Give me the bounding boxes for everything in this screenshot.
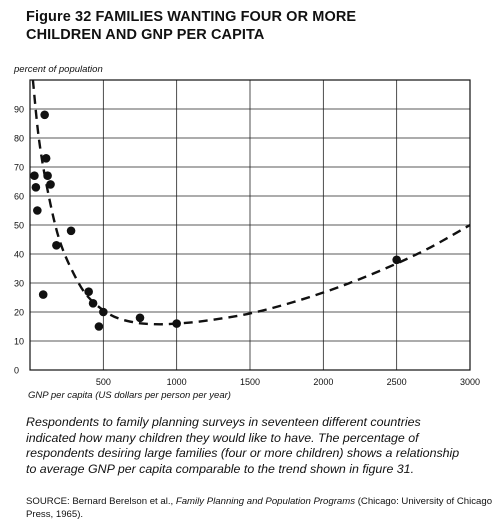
y-tick-label: 70 — [14, 163, 24, 173]
data-point — [30, 171, 39, 180]
data-point — [52, 241, 61, 250]
data-point — [88, 299, 98, 308]
data-point — [33, 206, 42, 215]
data-point — [41, 154, 51, 163]
trend-curve — [31, 79, 471, 326]
source-note: SOURCE: Bernard Berelson et al., Family … — [26, 496, 496, 521]
y-axis-label: percent of population — [13, 64, 103, 75]
x-axis-label: GNP per capita (US dollars per person pe… — [28, 390, 231, 401]
data-point — [31, 183, 41, 192]
y-tick-label: 20 — [14, 308, 24, 318]
y-tick-label: 90 — [14, 105, 24, 115]
x-tick-label: 2000 — [313, 377, 333, 387]
y-tick-label: 0 — [14, 366, 19, 376]
data-point — [46, 180, 55, 189]
x-tick-label: 1000 — [167, 377, 187, 387]
data-point — [66, 226, 76, 236]
x-tick-label: 1500 — [240, 377, 260, 387]
y-tick-label: 30 — [14, 279, 24, 289]
source-prefix: SOURCE: Bernard Berelson et al., — [26, 496, 176, 507]
x-tick-label: 3000 — [460, 377, 480, 387]
data-point — [38, 290, 48, 299]
data-point — [392, 255, 401, 265]
y-tick-label: 40 — [14, 250, 24, 260]
figure-title: Figure 32 FAMILIES WANTING FOUR OR MORE … — [26, 8, 466, 44]
data-point — [99, 307, 108, 317]
tick-labels: 0 10 20 30 40 50 60 70 80 90 500 1000 1500 2000 2500 30… — [14, 105, 480, 388]
figure-caption: Respondents to family planning surveys i… — [26, 415, 460, 476]
x-tick-label: 500 — [96, 377, 111, 387]
source-suffix: (Chicago: University of Chicago Press, 1… — [26, 496, 493, 520]
y-tick-label: 60 — [14, 192, 24, 202]
data-point — [84, 287, 93, 297]
y-tick-label: 10 — [14, 337, 24, 347]
data-point — [94, 322, 104, 331]
x-tick-label: 2500 — [387, 377, 407, 387]
data-point — [40, 110, 49, 120]
data-point — [43, 171, 52, 180]
source-book-title: Family Planning and Population Programs — [175, 496, 356, 507]
figure-title-line-1: Figure 32 FAMILIES WANTING FOUR OR MORE — [26, 9, 357, 25]
data-points — [30, 110, 401, 331]
scatter-chart: percent of population GNP per capita (US… — [13, 64, 480, 401]
data-point — [135, 313, 145, 323]
y-tick-label: 50 — [14, 221, 24, 231]
figure-title-line-2: CHILDREN AND GNP PER CAPITA — [26, 27, 265, 43]
y-tick-label: 80 — [14, 134, 24, 144]
data-point — [172, 319, 181, 328]
